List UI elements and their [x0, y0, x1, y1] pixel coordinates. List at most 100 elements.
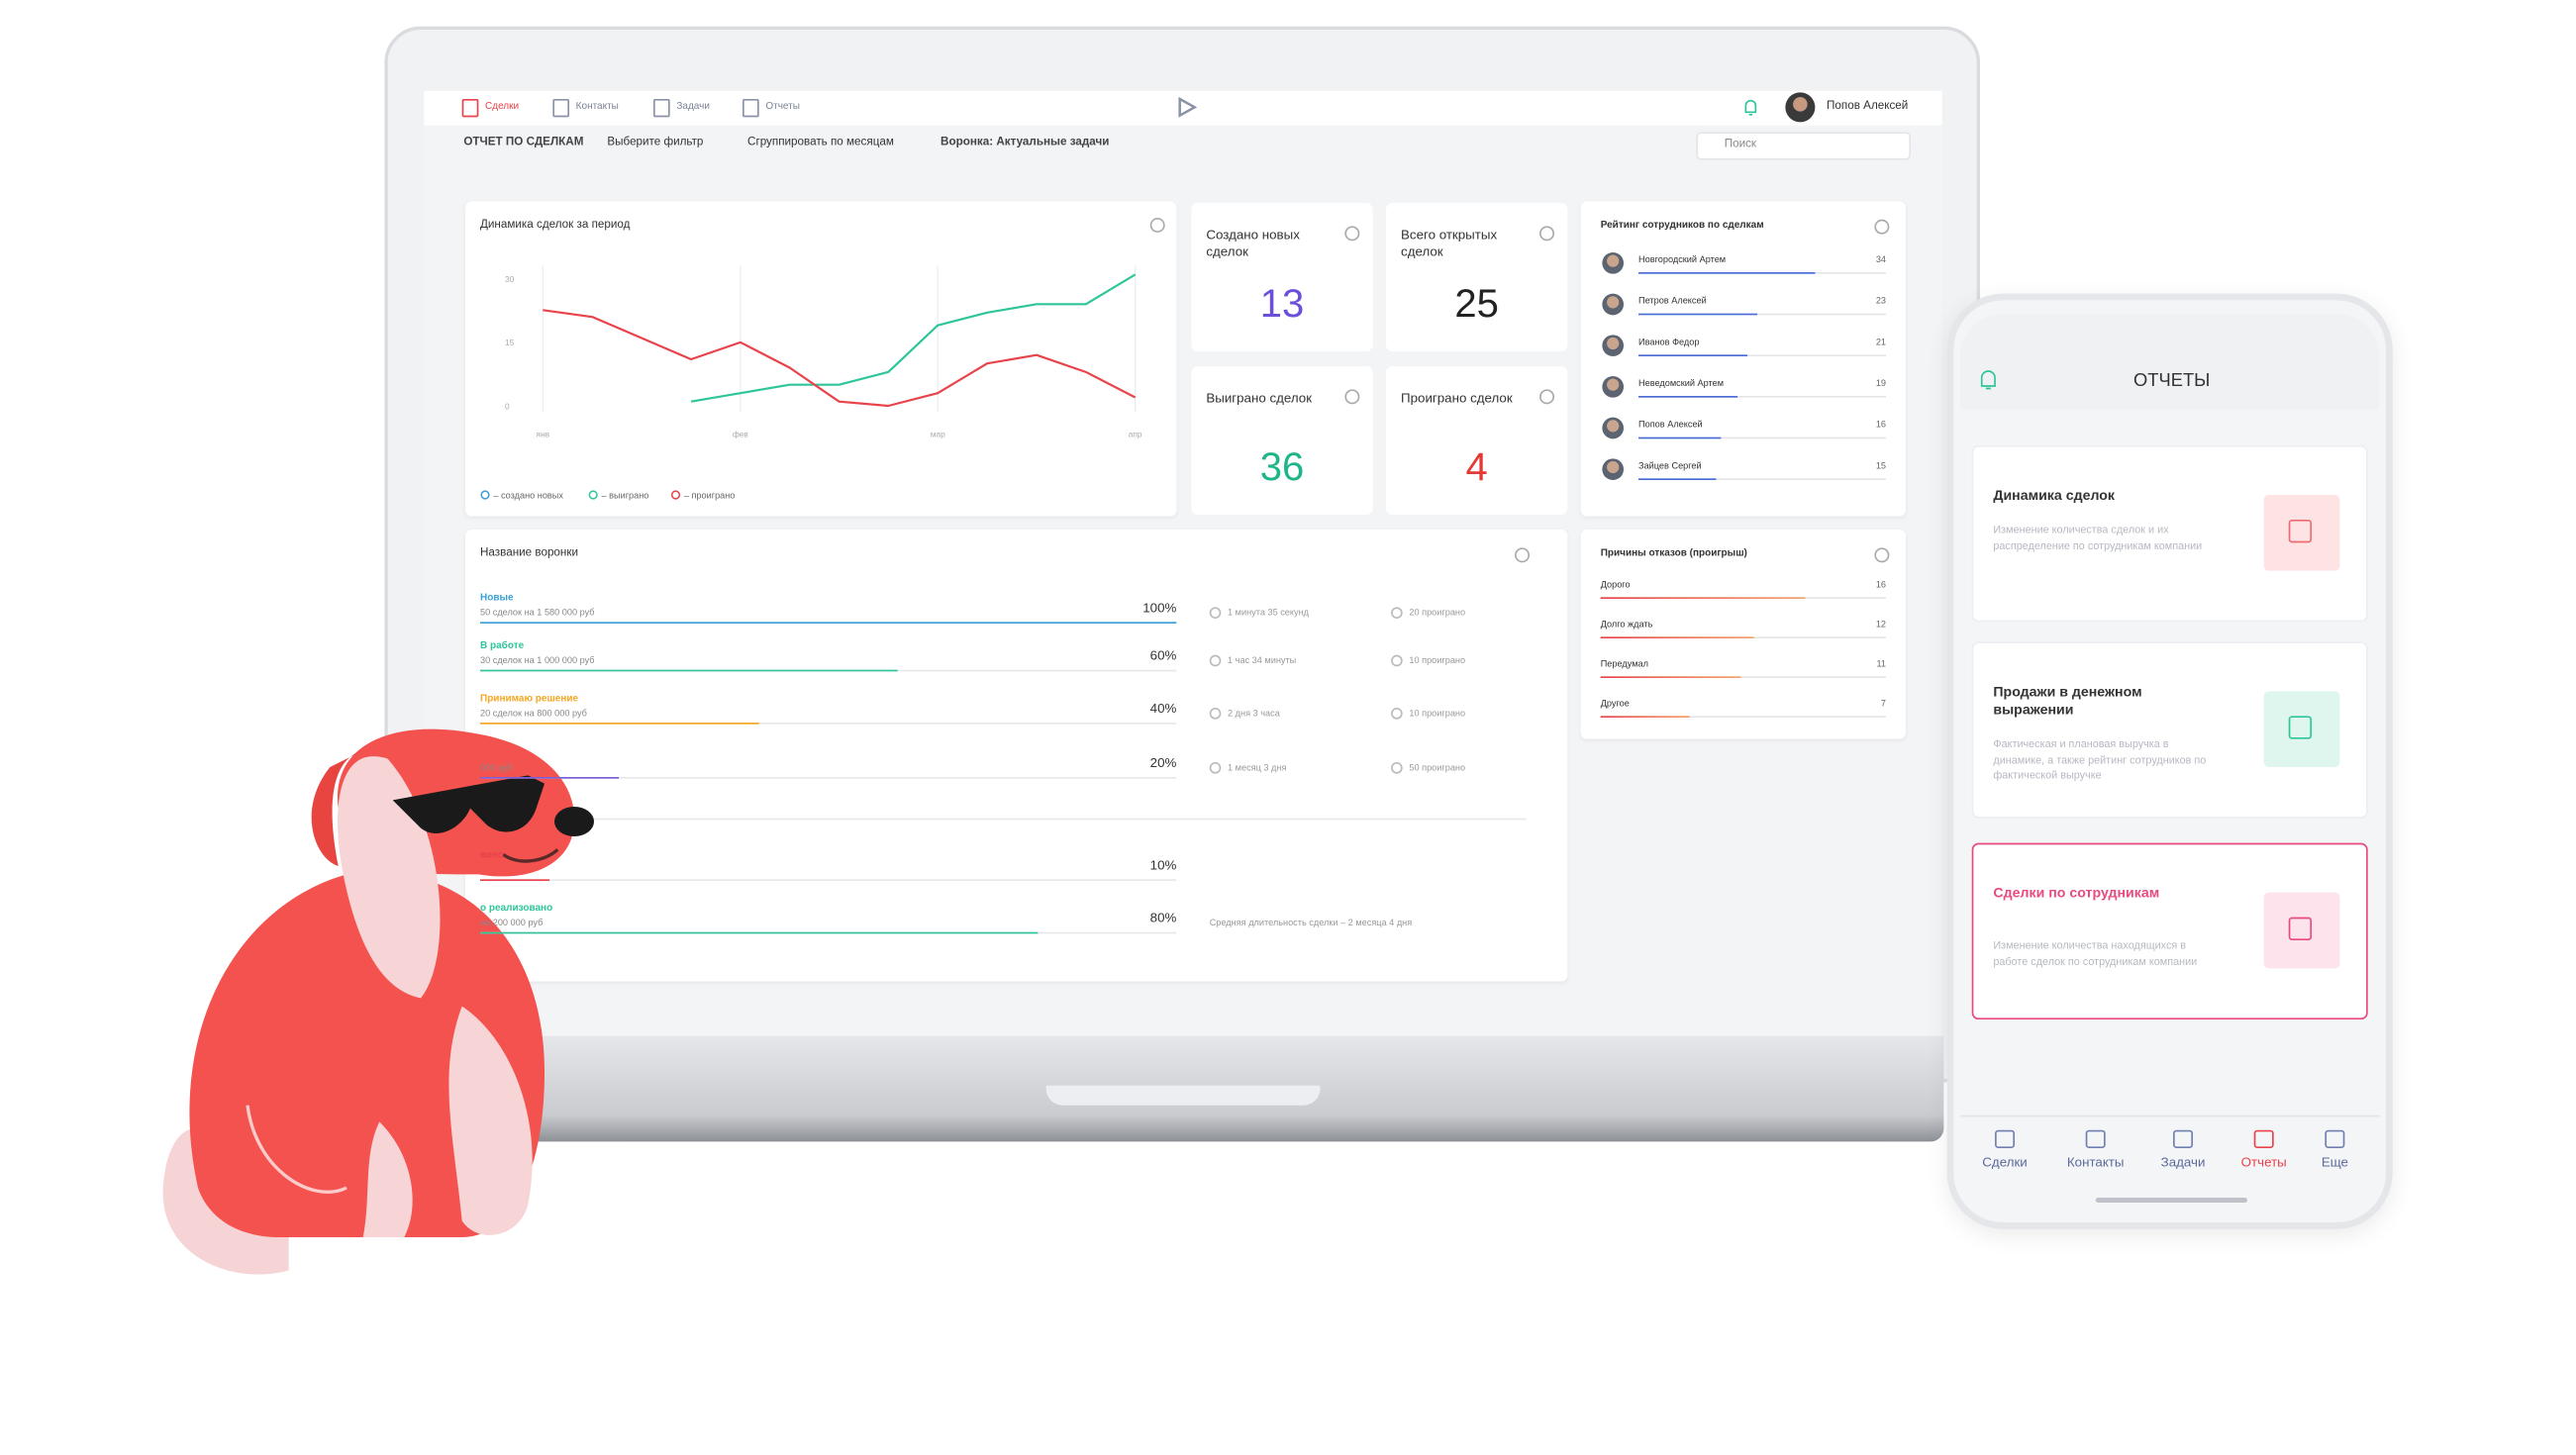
clock-icon [1209, 607, 1222, 620]
filter-select[interactable]: Выберите фильтр [607, 137, 704, 149]
tab-icon[interactable] [2173, 1129, 2194, 1149]
help-icon[interactable] [1539, 226, 1555, 242]
tab-label[interactable]: Еще [2321, 1154, 2348, 1170]
rating-name: Петров Алексей [1638, 297, 1707, 308]
stage-sub: 30 сделок на 1 000 000 руб [480, 656, 595, 667]
nav-item[interactable]: Отчеты [765, 102, 800, 113]
help-icon[interactable] [1874, 219, 1890, 235]
rating-name: Зайцев Сергей [1638, 461, 1702, 472]
tab-label[interactable]: Сделки [1982, 1154, 2028, 1170]
rating-card [1580, 201, 1907, 517]
report-card-title[interactable]: Продажи в денежном выражении [1993, 683, 2142, 719]
reason-bar [1600, 596, 1806, 600]
stage-sub: 20 сделок на 800 000 руб [480, 709, 587, 720]
rating-title: Рейтинг сотрудников по сделкам [1600, 221, 1764, 232]
clock-icon [1209, 654, 1222, 667]
tab-label[interactable]: Задачи [2160, 1154, 2206, 1170]
funnel-select[interactable]: Воронка: Актуальные задачи [941, 137, 1110, 149]
reasons-card [1580, 530, 1907, 739]
lost-icon [1391, 762, 1403, 774]
report-card-desc: Изменение количества сделок и их распред… [1993, 525, 2203, 552]
stat-value: 13 [1259, 282, 1305, 328]
stage-time: 2 дня 3 часа [1228, 709, 1280, 720]
bell-icon[interactable] [1740, 97, 1760, 117]
report-card-desc: Изменение количества находящихся в работ… [1993, 940, 2198, 968]
stage-sub: 50 сделок на 1 580 000 руб [480, 609, 595, 620]
legend-marker [670, 490, 681, 500]
stage-percent: 80% [1149, 911, 1177, 926]
report-card-glyph [2288, 917, 2313, 941]
reasons-title: Причины отказов (проигрыш) [1600, 549, 1747, 560]
help-icon[interactable] [1344, 226, 1360, 242]
reason-value: 16 [1875, 580, 1887, 591]
line-chart: 0 15 30 янв фев мар апр – создано новых – выигра… [480, 265, 1142, 500]
nav-item[interactable]: Контакты [575, 102, 619, 113]
help-icon[interactable] [1874, 547, 1890, 563]
stat-label: Выиграно сделок [1206, 391, 1313, 407]
reason-name: Долго ждать [1600, 620, 1653, 630]
rating-bar [1638, 312, 1758, 316]
report-card-title[interactable]: Сделки по сотрудникам [1993, 884, 2160, 902]
stat-label: Проиграно сделок [1401, 391, 1513, 407]
group-select[interactable]: Сгруппировать по месяцам [747, 137, 894, 149]
rating-bar [1638, 353, 1748, 357]
stage-time: 1 час 34 минуты [1228, 656, 1297, 667]
reason-value: 12 [1875, 620, 1887, 630]
help-icon[interactable] [1515, 547, 1531, 563]
report-card-title[interactable]: Динамика сделок [1993, 486, 2116, 504]
stat-card [1191, 366, 1373, 516]
rating-bar [1638, 395, 1737, 398]
reason-name: Передумал [1600, 659, 1648, 670]
stage-time: 1 минута 35 секунд [1228, 609, 1310, 620]
stage-lost: 20 проиграно [1409, 609, 1466, 620]
nav-icon[interactable] [552, 99, 570, 118]
top-nav [424, 90, 1942, 126]
phone-bell[interactable] [1977, 368, 2000, 391]
reason-bar [1600, 675, 1741, 679]
nav-icon[interactable] [743, 99, 759, 118]
stage-sub: 000 руб [480, 763, 513, 774]
rating-track [1638, 478, 1887, 481]
search-placeholder[interactable]: Поиск [1724, 139, 1757, 150]
stage-bar [480, 930, 1038, 934]
stat-card [1386, 203, 1568, 352]
nav-item[interactable]: Задачи [676, 102, 710, 113]
rating-name: Неведомский Артем [1638, 379, 1725, 390]
tab-icon[interactable] [2253, 1129, 2274, 1149]
rating-bar [1638, 477, 1717, 481]
user-avatar[interactable] [1785, 92, 1816, 123]
reason-value: 7 [1880, 699, 1887, 710]
help-icon[interactable] [1539, 389, 1555, 405]
rating-name: Новгородский Артем [1638, 255, 1727, 266]
avatar [1602, 417, 1625, 439]
lost-icon [1391, 607, 1403, 620]
report-card-icon [2263, 495, 2340, 571]
stage-percent: 60% [1149, 648, 1177, 664]
stat-label: Всего открытых сделок [1401, 228, 1498, 259]
nav-icon[interactable] [461, 99, 479, 118]
user-name[interactable]: Попов Алексей [1827, 100, 1909, 113]
stage-sub: на 200 000 руб [480, 919, 544, 929]
rating-value: 34 [1875, 255, 1887, 266]
legend-label: – создано новых [493, 490, 563, 500]
search-box[interactable] [1696, 132, 1912, 160]
stage-bar [480, 722, 759, 725]
tab-icon[interactable] [2085, 1129, 2106, 1149]
help-icon[interactable] [1149, 218, 1165, 234]
tab-icon[interactable] [2325, 1129, 2345, 1149]
reason-track [1600, 676, 1887, 679]
tab-label[interactable]: Отчеты [2240, 1154, 2287, 1170]
nav-item[interactable]: Сделки [485, 102, 520, 113]
nav-icon[interactable] [653, 99, 670, 118]
tab-label[interactable]: Контакты [2066, 1154, 2125, 1170]
stage-percent: 40% [1149, 701, 1177, 717]
stat-label: Создано новых сделок [1206, 228, 1300, 259]
tab-icon[interactable] [1995, 1129, 2016, 1149]
y-tick-label: 15 [505, 338, 515, 347]
rating-track [1638, 354, 1887, 357]
reason-track [1600, 716, 1887, 719]
help-icon[interactable] [1344, 389, 1360, 405]
x-tick-label: фев [733, 430, 748, 439]
